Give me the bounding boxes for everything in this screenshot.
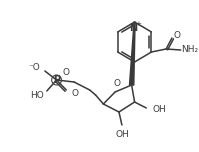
Text: ⁻O: ⁻O [28, 64, 40, 73]
Text: OH: OH [152, 105, 166, 114]
Text: HO: HO [30, 92, 44, 100]
Text: O: O [174, 31, 181, 40]
Text: O: O [113, 79, 121, 88]
Polygon shape [130, 22, 135, 85]
Text: P: P [53, 75, 60, 85]
Text: O: O [63, 68, 70, 77]
Text: NH₂: NH₂ [181, 45, 198, 55]
Text: N: N [130, 23, 138, 33]
Text: OH: OH [116, 130, 130, 139]
Text: +: + [136, 21, 141, 27]
Text: O: O [71, 88, 78, 97]
